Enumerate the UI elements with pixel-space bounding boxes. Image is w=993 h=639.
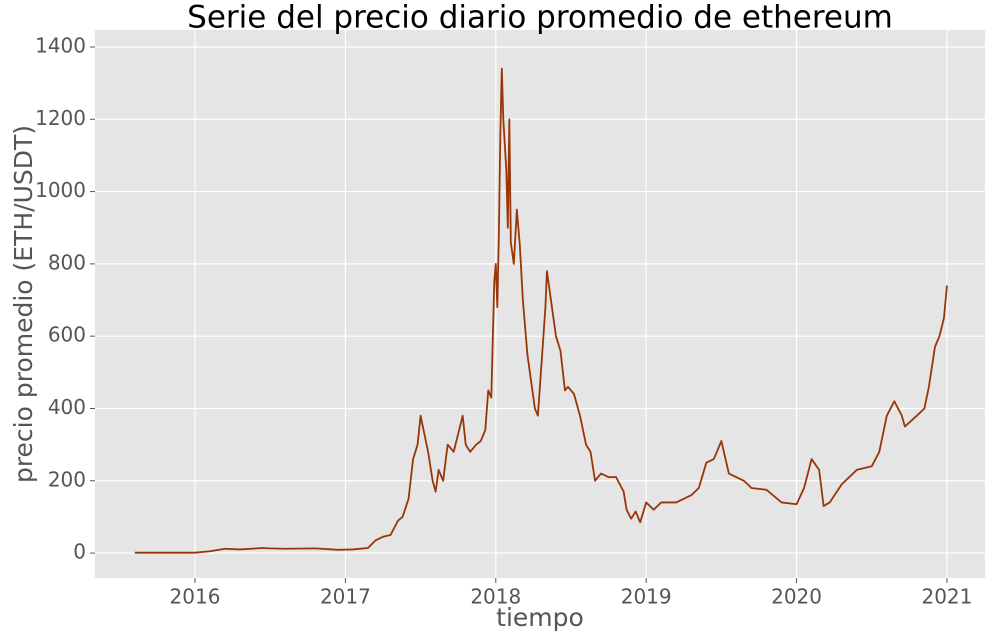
x-tick-label: 2019 <box>621 585 672 609</box>
y-tick-label: 600 <box>48 323 86 347</box>
y-tick-label: 1200 <box>35 106 86 130</box>
x-axis-label: tiempo <box>496 603 584 632</box>
x-tick-label: 2016 <box>170 585 221 609</box>
chart-title: Serie del precio diario promedio de ethe… <box>187 0 893 36</box>
y-tick-label: 1400 <box>35 33 86 57</box>
x-tick-label: 2021 <box>921 585 972 609</box>
x-tick-label: 2017 <box>320 585 371 609</box>
y-tick-label: 400 <box>48 395 86 419</box>
line-series <box>134 67 948 554</box>
y-tick-label: 1000 <box>35 178 86 202</box>
x-tick-label: 2018 <box>470 585 521 609</box>
x-tick-label: 2020 <box>771 585 822 609</box>
y-tick-label: 200 <box>48 467 86 491</box>
y-axis-label: precio promedio (ETH/USDT) <box>9 125 38 483</box>
y-tick-label: 800 <box>48 250 86 274</box>
y-tick-label: 0 <box>73 540 86 564</box>
plot-area <box>95 30 985 578</box>
